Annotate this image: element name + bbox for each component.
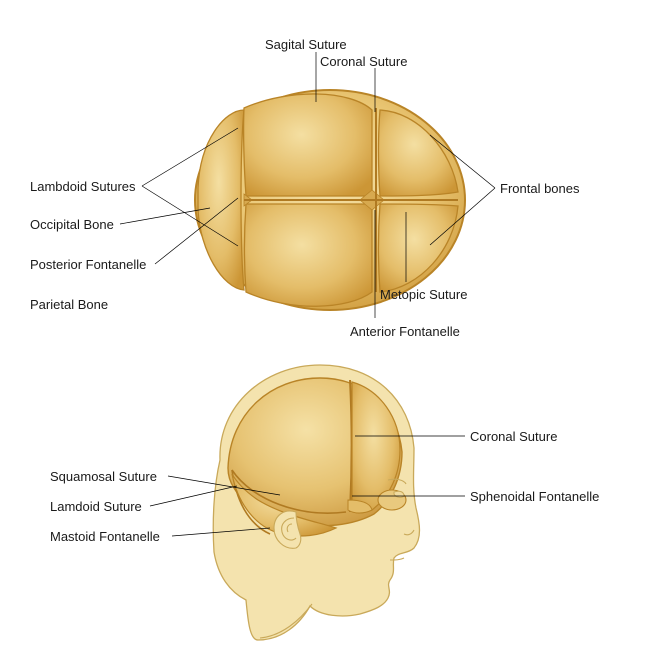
label-frontal-bones: Frontal bones — [500, 182, 580, 196]
parietal-lower — [245, 204, 373, 306]
top-skull-svg — [0, 0, 645, 670]
label-sphenoidal-fontanelle: Sphenoidal Fontanelle — [470, 490, 599, 504]
label-squamosal-suture: Squamosal Suture — [50, 470, 157, 484]
label-occipital-bone: Occipital Bone — [30, 218, 114, 232]
label-sagital-suture: Sagital Suture — [265, 38, 347, 52]
label-parietal-bone: Parietal Bone — [30, 298, 108, 312]
label-top-coronal-suture: Coronal Suture — [320, 55, 407, 69]
parietal-upper — [244, 94, 372, 196]
eye — [394, 491, 404, 497]
label-metopic-suture: Metopic Suture — [380, 288, 467, 302]
label-side-coronal-suture: Coronal Suture — [470, 430, 557, 444]
label-lamdoid-suture: Lamdoid Suture — [50, 500, 142, 514]
label-posterior-fontanelle: Posterior Fontanelle — [30, 258, 146, 272]
label-lambdoid-sutures: Lambdoid Sutures — [30, 180, 136, 194]
label-anterior-fontanelle: Anterior Fontanelle — [350, 325, 460, 339]
diagram-stage: Sagital Suture Coronal Suture Lambdoid S… — [0, 0, 645, 670]
occipital-plate — [198, 110, 244, 290]
label-mastoid-fontanelle: Mastoid Fontanelle — [50, 530, 160, 544]
